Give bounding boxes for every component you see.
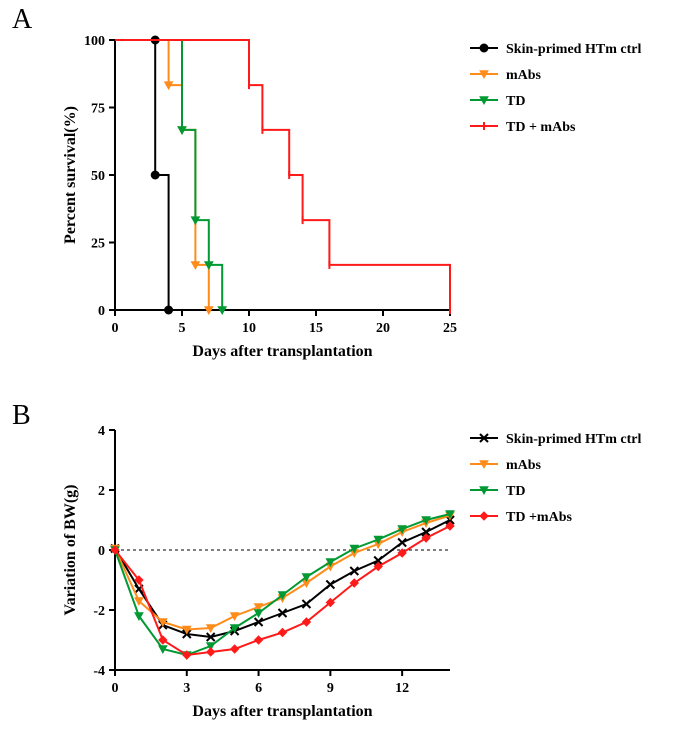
svg-text:2: 2 [98, 484, 105, 499]
svg-text:3: 3 [183, 681, 190, 696]
svg-text:0: 0 [98, 544, 105, 559]
panel-b-svg: -4 -2 0 2 4 0 3 6 9 12 Variation of BW(g) Days afte… [60, 420, 670, 730]
svg-text:0: 0 [112, 681, 119, 696]
svg-text:TD + mAbs: TD + mAbs [506, 120, 576, 135]
svg-text:25: 25 [443, 321, 457, 336]
svg-text:9: 9 [327, 681, 334, 696]
svg-text:20: 20 [376, 321, 390, 336]
panel-label-a: A [12, 4, 32, 36]
figure-container: A 02550751000510152025Percent survival(%… [0, 0, 685, 741]
svg-text:TD: TD [506, 94, 525, 109]
svg-text:TD: TD [506, 484, 525, 499]
svg-text:12: 12 [395, 681, 409, 696]
svg-text:Skin-primed HTm ctrl: Skin-primed HTm ctrl [506, 42, 641, 57]
svg-text:0: 0 [98, 304, 105, 319]
svg-text:mAbs: mAbs [506, 68, 542, 83]
panel-label-b: B [12, 400, 31, 432]
svg-text:5: 5 [179, 321, 186, 336]
svg-text:Days after transplantation: Days after transplantation [192, 703, 372, 720]
panel-a-svg: 0 25 50 75 100 0 5 10 15 20 25 Percent survival(%) D… [60, 30, 670, 370]
svg-text:Days after transplantation: Days after transplantation [192, 343, 372, 360]
svg-text:Variation of BW(g): Variation of BW(g) [62, 485, 79, 616]
svg-text:75: 75 [91, 102, 105, 117]
panel-b: -4 -2 0 2 4 0 3 6 9 12 Variation of BW(g) Days afte… [60, 420, 670, 730]
svg-text:6: 6 [255, 681, 262, 696]
svg-text:10: 10 [242, 321, 256, 336]
svg-text:-2: -2 [93, 604, 105, 619]
svg-text:-4: -4 [93, 664, 105, 679]
svg-text:0: 0 [112, 321, 119, 336]
svg-text:mAbs: mAbs [506, 458, 542, 473]
svg-text:100: 100 [84, 34, 105, 49]
svg-text:Percent survival(%): Percent survival(%) [62, 106, 79, 244]
panel-a: 0 25 50 75 100 0 5 10 15 20 25 Percent survival(%) D… [60, 30, 670, 370]
svg-text:4: 4 [98, 424, 105, 439]
svg-text:50: 50 [91, 169, 105, 184]
svg-text:25: 25 [91, 237, 105, 252]
svg-text:15: 15 [309, 321, 323, 336]
svg-text:TD +mAbs: TD +mAbs [506, 510, 572, 525]
svg-text:Skin-primed HTm ctrl: Skin-primed HTm ctrl [506, 432, 641, 447]
